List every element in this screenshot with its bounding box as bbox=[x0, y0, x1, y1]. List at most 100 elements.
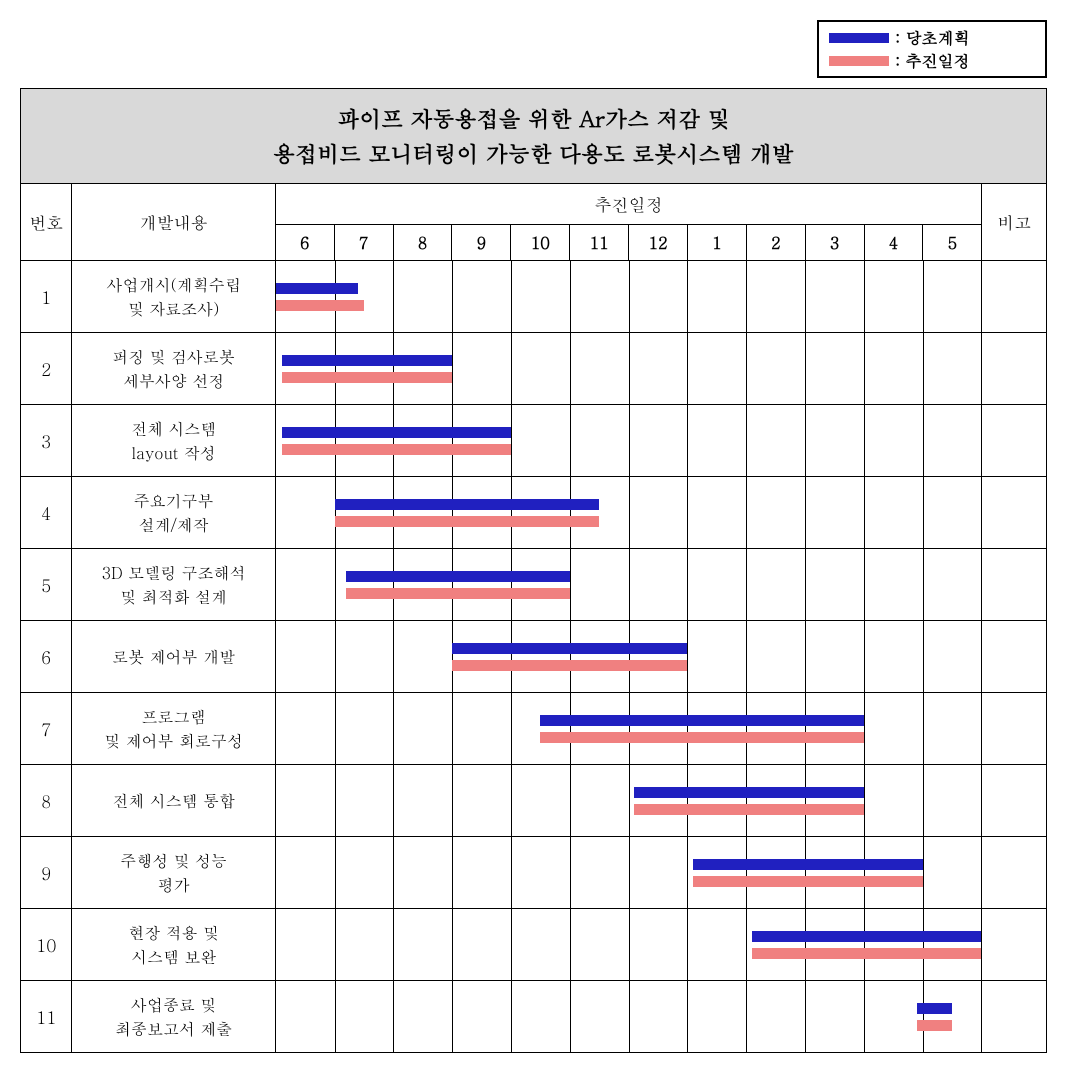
legend-row-actual: : 추진일정 bbox=[829, 49, 1035, 72]
gantt-cell bbox=[275, 765, 982, 837]
title-line1: 파이프 자동용접을 위한 Ar가스 저감 및 bbox=[29, 101, 1038, 136]
legend-bar-actual bbox=[829, 56, 889, 66]
task-row: 4주요기구부설계/제작 bbox=[21, 477, 1047, 549]
task-number: 6 bbox=[21, 621, 72, 693]
task-desc-line2: 및 최적화 설계 bbox=[76, 585, 270, 609]
task-desc-line1: 현장 적용 및 bbox=[76, 921, 270, 945]
gantt-cell bbox=[275, 621, 982, 693]
header-row-1: 번호 개발내용 추진일정 비고 bbox=[21, 184, 1047, 225]
task-desc-line2: 세부사양 선정 bbox=[76, 369, 270, 393]
month-header-4: 4 bbox=[864, 225, 923, 261]
month-header-5: 5 bbox=[923, 225, 982, 261]
gantt-cell bbox=[275, 405, 982, 477]
actual-bar bbox=[693, 876, 922, 887]
actual-bar bbox=[540, 732, 863, 743]
gantt-cell bbox=[275, 333, 982, 405]
plan-bar bbox=[693, 859, 922, 870]
actual-bar bbox=[282, 444, 511, 455]
gantt-cell bbox=[275, 837, 982, 909]
task-row: 7프로그램및 제어부 회로구성 bbox=[21, 693, 1047, 765]
task-desc-line2: 및 제어부 회로구성 bbox=[76, 729, 270, 753]
actual-bar bbox=[282, 372, 452, 383]
task-row: 10현장 적용 및시스템 보완 bbox=[21, 909, 1047, 981]
task-description: 퍼징 및 검사로봇세부사양 선정 bbox=[72, 333, 275, 405]
task-description: 현장 적용 및시스템 보완 bbox=[72, 909, 275, 981]
month-header-12: 12 bbox=[629, 225, 688, 261]
task-desc-line1: 전체 시스템 bbox=[76, 417, 270, 441]
month-header-10: 10 bbox=[511, 225, 570, 261]
task-number: 7 bbox=[21, 693, 72, 765]
gantt-cell bbox=[275, 693, 982, 765]
task-desc-line1: 프로그램 bbox=[76, 705, 270, 729]
task-remark bbox=[982, 405, 1047, 477]
month-header-11: 11 bbox=[570, 225, 629, 261]
actual-bar bbox=[634, 804, 863, 815]
gantt-cell bbox=[275, 981, 982, 1053]
task-remark bbox=[982, 909, 1047, 981]
header-content: 개발내용 bbox=[72, 184, 275, 261]
gantt-table: 파이프 자동용접을 위한 Ar가스 저감 및 용접비드 모니터링이 가능한 다용… bbox=[20, 88, 1047, 1053]
actual-bar bbox=[335, 516, 600, 527]
task-description: 전체 시스템 통합 bbox=[72, 765, 275, 837]
month-header-9: 9 bbox=[452, 225, 511, 261]
month-header-3: 3 bbox=[805, 225, 864, 261]
gantt-cell bbox=[275, 549, 982, 621]
task-row: 6로봇 제어부 개발 bbox=[21, 621, 1047, 693]
task-row: 3전체 시스템layout 작성 bbox=[21, 405, 1047, 477]
actual-bar bbox=[452, 660, 687, 671]
task-desc-line2: 최종보고서 제출 bbox=[76, 1017, 270, 1041]
plan-bar bbox=[276, 283, 358, 294]
legend-box: : 당초계획 : 추진일정 bbox=[817, 20, 1047, 78]
task-remark bbox=[982, 333, 1047, 405]
legend-label-plan: : 당초계획 bbox=[895, 26, 970, 49]
task-number: 9 bbox=[21, 837, 72, 909]
task-desc-line1: 주요기구부 bbox=[76, 489, 270, 513]
plan-bar bbox=[282, 355, 452, 366]
title-row: 파이프 자동용접을 위한 Ar가스 저감 및 용접비드 모니터링이 가능한 다용… bbox=[21, 89, 1047, 184]
task-remark bbox=[982, 261, 1047, 333]
month-header-7: 7 bbox=[334, 225, 393, 261]
task-number: 10 bbox=[21, 909, 72, 981]
header-remark: 비고 bbox=[982, 184, 1047, 261]
title-line2: 용접비드 모니터링이 가능한 다용도 로봇시스템 개발 bbox=[29, 136, 1038, 171]
task-description: 전체 시스템layout 작성 bbox=[72, 405, 275, 477]
task-number: 11 bbox=[21, 981, 72, 1053]
month-header-6: 6 bbox=[275, 225, 334, 261]
task-desc-line2: layout 작성 bbox=[76, 441, 270, 465]
task-desc-line2: 설계/제작 bbox=[76, 513, 270, 537]
legend-bar-plan bbox=[829, 33, 889, 43]
task-description: 프로그램및 제어부 회로구성 bbox=[72, 693, 275, 765]
header-number: 번호 bbox=[21, 184, 72, 261]
month-header-1: 1 bbox=[687, 225, 746, 261]
plan-bar bbox=[346, 571, 569, 582]
task-row: 11사업종료 및최종보고서 제출 bbox=[21, 981, 1047, 1053]
task-desc-line1: 퍼징 및 검사로봇 bbox=[76, 345, 270, 369]
task-row: 53D 모델링 구조해석및 최적화 설계 bbox=[21, 549, 1047, 621]
plan-bar bbox=[452, 643, 687, 654]
actual-bar bbox=[917, 1020, 952, 1031]
task-row: 9주행성 및 성능평가 bbox=[21, 837, 1047, 909]
plan-bar bbox=[752, 931, 981, 942]
task-description: 사업개시(계획수립및 자료조사) bbox=[72, 261, 275, 333]
task-description: 3D 모델링 구조해석및 최적화 설계 bbox=[72, 549, 275, 621]
task-number: 3 bbox=[21, 405, 72, 477]
task-number: 8 bbox=[21, 765, 72, 837]
legend-row-plan: : 당초계획 bbox=[829, 26, 1035, 49]
task-description: 주행성 및 성능평가 bbox=[72, 837, 275, 909]
month-header-8: 8 bbox=[393, 225, 452, 261]
plan-bar bbox=[917, 1003, 952, 1014]
task-remark bbox=[982, 981, 1047, 1053]
task-desc-line2: 시스템 보완 bbox=[76, 945, 270, 969]
actual-bar bbox=[346, 588, 569, 599]
task-remark bbox=[982, 477, 1047, 549]
task-description: 로봇 제어부 개발 bbox=[72, 621, 275, 693]
task-description: 사업종료 및최종보고서 제출 bbox=[72, 981, 275, 1053]
legend-label-actual: : 추진일정 bbox=[895, 49, 970, 72]
plan-bar bbox=[335, 499, 600, 510]
task-desc-line1: 사업개시(계획수립 bbox=[76, 273, 270, 297]
actual-bar bbox=[276, 300, 364, 311]
task-remark bbox=[982, 693, 1047, 765]
task-desc-line2: 평가 bbox=[76, 873, 270, 897]
actual-bar bbox=[752, 948, 981, 959]
task-desc-line2: 및 자료조사) bbox=[76, 297, 270, 321]
